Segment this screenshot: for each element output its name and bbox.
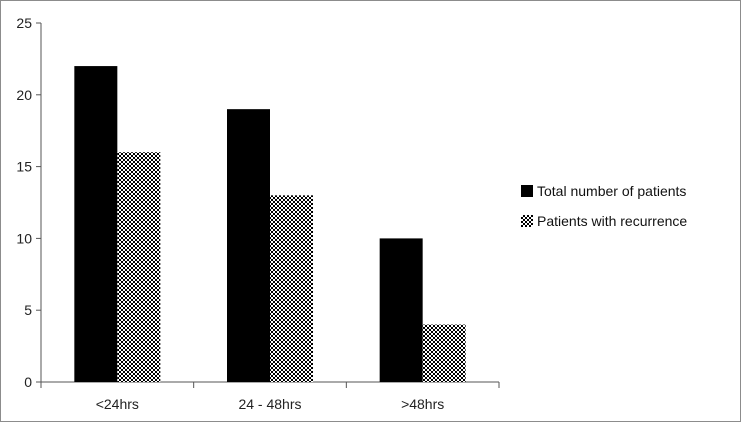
legend-label: Total number of patients [537, 183, 686, 199]
y-tick-label: 10 [16, 230, 32, 246]
bar-total [227, 109, 270, 382]
y-tick-label: 25 [16, 15, 32, 31]
x-tick-label: <24hrs [96, 396, 139, 412]
bar-total [379, 238, 423, 382]
legend-swatch [521, 215, 533, 227]
bar-recurrence [270, 195, 313, 382]
legend-swatch [521, 185, 533, 197]
bar-recurrence [117, 152, 161, 382]
x-tick-label: >48hrs [401, 396, 444, 412]
y-tick-label: 15 [16, 159, 32, 175]
legend: Total number of patients Patients with re… [521, 183, 687, 229]
y-tick-label: 0 [24, 374, 32, 390]
y-tick-label: 20 [16, 87, 32, 103]
tick-labels: 0 5 10 15 20 25 <24hrs 24 - 48hrs >48hrs [16, 15, 444, 412]
bar-recurrence [422, 324, 466, 382]
bar-total [74, 66, 118, 382]
bars [74, 66, 466, 382]
x-tick-label: 24 - 48hrs [238, 396, 301, 412]
legend-label: Patients with recurrence [537, 213, 687, 229]
y-tick-label: 5 [24, 302, 32, 318]
